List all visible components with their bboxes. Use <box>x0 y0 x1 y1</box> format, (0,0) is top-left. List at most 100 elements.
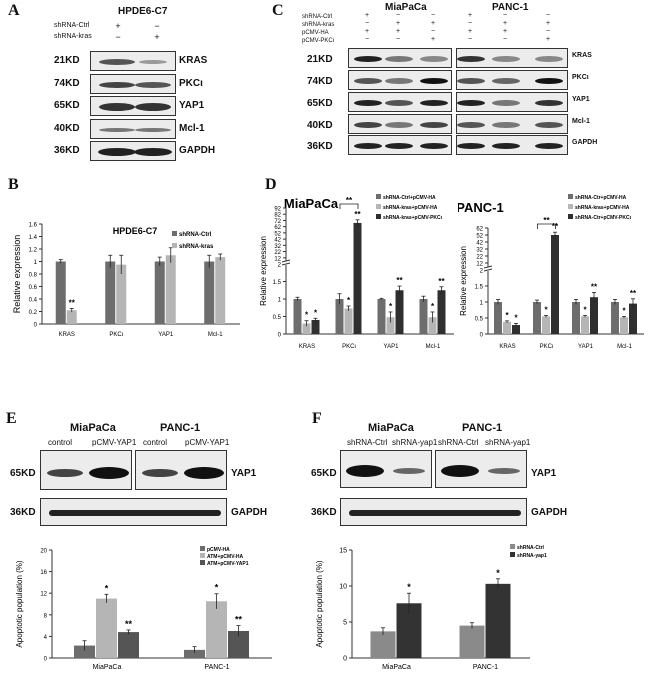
y-tick-label: 1 <box>278 298 282 304</box>
bar <box>395 290 404 334</box>
western-blot-band <box>40 498 227 526</box>
bar <box>116 264 127 324</box>
y-tick-label: 32 <box>476 248 483 254</box>
x-tick-label: YAP1 <box>578 344 594 350</box>
cell-line-label: PANC-1 <box>160 422 201 434</box>
legend-label: shRNA-kras+pCMV-PKCι <box>383 215 443 221</box>
axis-break-mark <box>281 259 291 263</box>
kd-label: 65KD <box>54 100 80 111</box>
kd-label: 36KD <box>54 145 80 156</box>
y-tick-label: 8 <box>44 613 48 619</box>
protein-label: PKCι <box>572 74 589 81</box>
lane-label: shRNA-yap1 <box>392 438 438 447</box>
y-tick-label: 1.5 <box>475 285 484 291</box>
significance-mark: * <box>347 296 351 305</box>
western-blot-band <box>348 114 452 134</box>
y-axis-label: Relative expression <box>459 246 468 316</box>
legend-swatch <box>376 204 381 209</box>
bar <box>293 299 302 334</box>
chart-title: PANC-1 <box>458 200 504 215</box>
x-tick-label: MiaPaCa <box>382 664 411 671</box>
legend-swatch <box>376 214 381 219</box>
y-tick-label: 82 <box>274 213 281 219</box>
y-tick-label: 0 <box>343 656 347 663</box>
y-axis-label: Apoptotic population (%) <box>315 560 324 648</box>
western-blot-band <box>90 74 176 94</box>
bar <box>533 302 541 334</box>
panel-c-sign: − <box>430 28 436 35</box>
legend-swatch <box>200 553 205 558</box>
y-tick-label: 52 <box>274 231 281 237</box>
y-tick-label: 42 <box>274 238 281 244</box>
x-tick-label: PKCι <box>540 344 554 350</box>
panel-d-letter: D <box>265 176 277 193</box>
band <box>535 143 563 149</box>
bar <box>512 325 520 334</box>
significance-mark: * <box>305 311 309 320</box>
band <box>354 143 382 149</box>
y-tick-label: 22 <box>476 255 483 261</box>
significance-mark: ** <box>591 282 598 291</box>
bar <box>611 302 619 334</box>
lane-label: shRNA-Ctrl <box>438 438 479 447</box>
chart-title: HPDE6-C7 <box>113 226 158 236</box>
x-tick-label: YAP1 <box>158 332 174 338</box>
band <box>354 100 382 106</box>
protein-label: KRAS <box>572 52 592 59</box>
legend-swatch <box>172 231 177 236</box>
panel-c-sign: − <box>364 20 370 27</box>
bar <box>55 261 66 324</box>
y-tick-label: 0.2 <box>29 310 38 316</box>
lane-label: control <box>143 438 168 447</box>
significance-mark: ** <box>630 289 637 298</box>
bar <box>353 222 362 334</box>
panel-c-sign: + <box>395 28 401 35</box>
y-tick-label: 4 <box>44 635 48 641</box>
panel-c-sign: − <box>395 12 401 19</box>
legend-swatch <box>568 194 573 199</box>
kd-label: 36KD <box>307 141 333 152</box>
lane-label: shRNA-Ctrl <box>347 438 388 447</box>
x-tick-label: Mcl-1 <box>426 344 441 350</box>
bar <box>590 297 598 334</box>
panel-c-letter: C <box>272 2 284 19</box>
western-blot-band <box>348 92 452 112</box>
legend-swatch <box>172 243 177 248</box>
significance-mark: * <box>431 302 435 311</box>
significance-mark: * <box>407 582 411 592</box>
bar <box>154 261 165 324</box>
significance-mark: * <box>496 568 500 578</box>
panel-c-sign: − <box>502 12 508 19</box>
protein-label: Mcl-1 <box>179 123 205 134</box>
y-tick-label: 12 <box>274 256 281 262</box>
bar <box>228 631 249 658</box>
panel-c-sign: − <box>502 36 508 43</box>
panel-a-letter: A <box>8 2 20 19</box>
kd-label: 74KD <box>307 76 333 87</box>
panel-c-sign: + <box>395 20 401 27</box>
y-tick-label: 2 <box>278 263 282 269</box>
western-blot-band <box>456 48 568 68</box>
band <box>420 56 448 62</box>
chart-f: 0 5 10 15 Apoptotic population (%) * MiaPaCa * P… <box>315 544 547 671</box>
band <box>420 100 448 106</box>
bar <box>96 598 117 658</box>
chart-title: MiaPaCa <box>284 196 339 211</box>
significance-mark: ** <box>396 276 403 285</box>
band <box>420 78 448 84</box>
axis-break <box>283 261 289 265</box>
bar <box>377 299 386 334</box>
western-blot-band <box>435 450 527 488</box>
protein-label: KRAS <box>179 55 208 66</box>
y-tick-label: 72 <box>274 219 281 225</box>
legend-swatch <box>376 194 381 199</box>
band <box>535 100 563 106</box>
y-tick-label: 1 <box>34 260 38 266</box>
band <box>385 78 413 84</box>
bar <box>165 255 176 324</box>
band <box>535 122 563 128</box>
band <box>457 78 485 84</box>
significance-mark: * <box>622 306 626 315</box>
panel-c-sign: − <box>467 36 473 43</box>
cell-line-label: MiaPaCa <box>368 422 414 434</box>
